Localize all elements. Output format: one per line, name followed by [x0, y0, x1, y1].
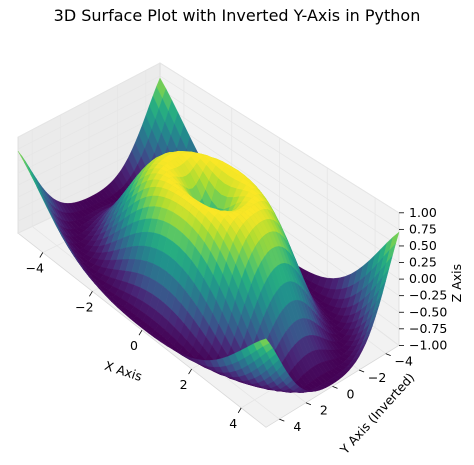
- chart-title: 3D Surface Plot with Inverted Y-Axis in …: [53, 6, 421, 25]
- y-tick-label: −4: [394, 354, 412, 369]
- y-tick-mark: [332, 385, 338, 389]
- x-tick-mark: [188, 368, 192, 375]
- x-tick-label: −2: [75, 299, 93, 314]
- x-axis-label: X Axis: [103, 358, 144, 384]
- y-tick-mark: [385, 353, 391, 356]
- x-tick-label: 4: [229, 416, 237, 431]
- x-axis-ticks: −4 −2 0 2 4: [26, 252, 242, 431]
- z-tick-label: 0.50: [409, 238, 437, 253]
- x-tick-mark: [39, 252, 44, 258]
- surface-mesh: [17, 77, 400, 393]
- z-tick-label: −0.25: [409, 288, 447, 303]
- z-axis-ticks: −1.00−0.75 −0.50−0.25 0.000.25 0.50 0.751.00: [399, 205, 447, 352]
- surface-patch: [259, 338, 270, 347]
- z-tick-label: −0.50: [409, 304, 447, 319]
- z-tick-label: −0.75: [409, 321, 447, 336]
- x-tick-mark: [89, 291, 93, 297]
- y-tick-label: 4: [293, 419, 301, 434]
- y-tick-label: 0: [347, 386, 355, 401]
- x-tick-label: 2: [180, 377, 188, 392]
- y-axis-ticks: −4 −2 0 2 4: [279, 353, 413, 434]
- z-tick-label: 1.00: [409, 205, 437, 220]
- x-tick-label: −4: [26, 261, 44, 276]
- grid-line-z: [17, 75, 400, 230]
- grid-line-z: [17, 62, 400, 214]
- x-tick-mark: [138, 329, 143, 336]
- z-tick-label: 0.25: [409, 255, 437, 270]
- y-tick-label: −2: [368, 370, 386, 385]
- z-tick-label: 0.75: [409, 221, 437, 236]
- z-axis-label: Z Axis: [449, 264, 464, 302]
- y-tick-mark: [279, 418, 285, 422]
- z-tick-label: 0.00: [409, 271, 437, 286]
- x-tick-mark: [237, 407, 242, 414]
- x-tick-label: 0: [130, 338, 138, 353]
- z-tick-label: −1.00: [409, 337, 447, 352]
- y-tick-label: 2: [320, 403, 328, 418]
- y-tick-mark: [305, 402, 312, 406]
- y-tick-mark: [358, 369, 365, 373]
